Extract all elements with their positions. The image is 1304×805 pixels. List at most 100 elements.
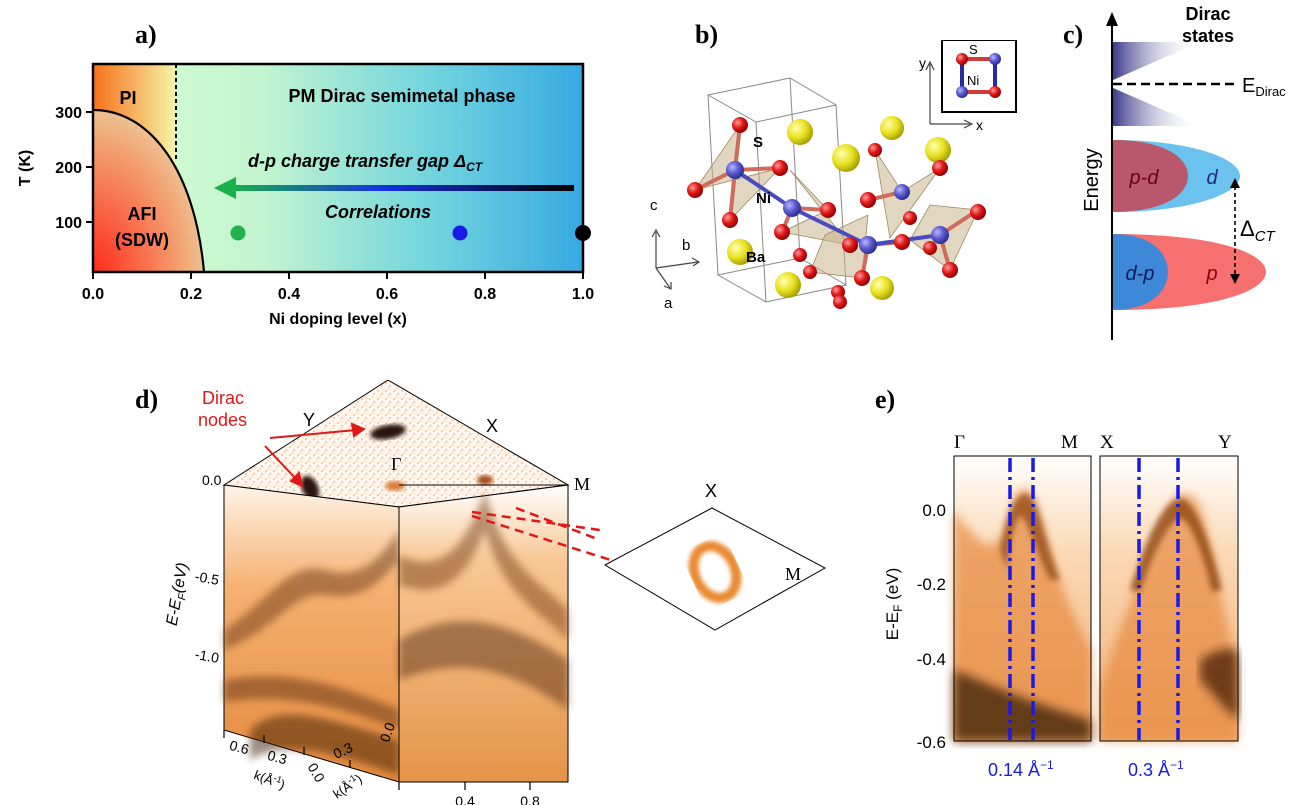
y-axis-label: T (K) — [17, 150, 34, 186]
zero-label: 0.0 — [202, 472, 222, 488]
panel-label-a: a) — [135, 20, 157, 49]
p-label: p — [1205, 263, 1217, 285]
sym-gamma: Γ — [954, 432, 965, 453]
panel-label-b: b) — [695, 20, 719, 49]
inset-ni-label: Ni — [967, 73, 979, 88]
xtick: 0.2 — [180, 286, 202, 303]
s-atom — [772, 160, 788, 176]
dirac-nodes-label-2: nodes — [198, 410, 247, 430]
arrow-shaft — [230, 185, 574, 191]
ytick: -0.5 — [194, 568, 221, 588]
ktick-left: 0.6 — [228, 737, 251, 758]
sample-point-green — [230, 225, 246, 241]
ktick-mid: 0.0 — [376, 720, 398, 744]
pd-band — [1113, 140, 1188, 212]
dirac-node-upper — [370, 424, 406, 440]
s-atom — [854, 270, 870, 286]
panel-label-e: e) — [875, 385, 896, 414]
ytick: -0.6 — [917, 733, 946, 752]
ytick: 300 — [55, 105, 82, 122]
ni-atom — [894, 184, 910, 200]
gap-label: ΔCT — [1240, 216, 1277, 245]
s-atom — [722, 212, 738, 228]
s-atom — [942, 262, 958, 278]
s-atom — [860, 192, 876, 208]
ba-atom — [925, 137, 951, 163]
s-atom — [903, 211, 917, 225]
ni-label: Ni — [756, 190, 771, 207]
dp-band — [1113, 234, 1168, 310]
fs-pocket — [688, 541, 742, 603]
dirac-cone-upper — [1113, 42, 1200, 80]
fs-zoom-inset — [603, 507, 827, 631]
ni-atom — [859, 236, 877, 254]
correlations-label: Correlations — [325, 202, 431, 222]
s-atom — [842, 237, 858, 253]
sym-x: X — [486, 416, 498, 436]
inset-s-label: S — [969, 42, 978, 57]
x-axis-label: Ni doping level (x) — [269, 311, 407, 328]
ytick: 0.0 — [922, 501, 946, 520]
energy-diagram: Dirac states EDirac p-d d d-p p Energy Δ… — [1081, 4, 1286, 340]
ba-atom — [727, 239, 753, 265]
ktick-left: 0.3 — [266, 747, 289, 768]
inset-box — [941, 40, 1017, 113]
ytick: 100 — [55, 215, 82, 232]
phase-diagram: 100 200 300 0.0 0.2 0.4 0.6 0.8 1.0 Ni d… — [17, 62, 594, 328]
sym-gamma: Γ — [391, 454, 401, 474]
pd-label: p-d — [1129, 167, 1160, 189]
d-label: d — [1206, 167, 1218, 189]
ytick: -1.0 — [194, 646, 221, 666]
s-atom — [732, 117, 748, 133]
width-label-2: 0.3 Å−1 — [1128, 758, 1184, 780]
xtick: 1.0 — [572, 286, 594, 303]
arrow-head — [214, 177, 236, 199]
ba-atom — [880, 116, 904, 140]
arpes-3d-cube: Y X Γ M 0.0 Dirac nodes -0.5 -1.0 E-EF(e… — [164, 380, 827, 805]
inset-sym-m: M — [785, 564, 801, 584]
xtick: 0.6 — [376, 286, 398, 303]
afi-sdw-label: (SDW) — [115, 230, 169, 250]
s-atom — [833, 295, 847, 309]
ba-atom — [775, 272, 801, 298]
xtick: 0.8 — [474, 286, 496, 303]
s-atom — [923, 241, 937, 255]
sym-x: X — [1100, 432, 1114, 453]
s-atom — [894, 234, 910, 250]
inset-y-label: y — [919, 55, 926, 71]
s-atom — [793, 248, 807, 262]
energy-axis-arrow — [1106, 12, 1118, 26]
afi-label: AFI — [128, 204, 157, 224]
sym-m: M — [574, 474, 590, 494]
sym-y: Y — [303, 410, 315, 430]
s-label: S — [753, 134, 763, 151]
ni-atom — [931, 226, 949, 244]
afi-boundary — [92, 108, 206, 273]
pm-label: PM Dirac semimetal phase — [288, 86, 515, 106]
axis-c-label: c — [650, 197, 658, 214]
s-atom — [970, 204, 986, 220]
s-atom — [820, 202, 836, 218]
ni-atom — [783, 199, 801, 217]
width-label-1: 0.14 Å−1 — [988, 758, 1054, 780]
y-axis-label: E-EF (eV) — [883, 568, 905, 641]
ytick: -0.4 — [917, 650, 946, 669]
s-atom — [774, 224, 790, 240]
xtick: 0.0 — [82, 286, 104, 303]
ktick-right: 0.8 — [520, 793, 540, 805]
inset-sym-x: X — [705, 481, 717, 501]
dirac-states-label: Dirac — [1185, 4, 1230, 24]
sample-point-black — [575, 225, 591, 241]
ktick-mid: 0.3 — [331, 739, 356, 762]
ba-label: Ba — [746, 249, 766, 266]
ytick: 200 — [55, 160, 82, 177]
axis-b-label: b — [682, 237, 690, 254]
ktick-right: 0.4 — [455, 793, 475, 805]
panel-label-c: c) — [1063, 20, 1084, 49]
dirac-cone-lower — [1113, 88, 1200, 126]
dirac-states-label-2: states — [1182, 26, 1234, 46]
ni-atom — [726, 161, 744, 179]
ba-atom — [870, 276, 894, 300]
panel-label-d: d) — [135, 385, 159, 414]
sample-point-blue — [452, 225, 468, 241]
